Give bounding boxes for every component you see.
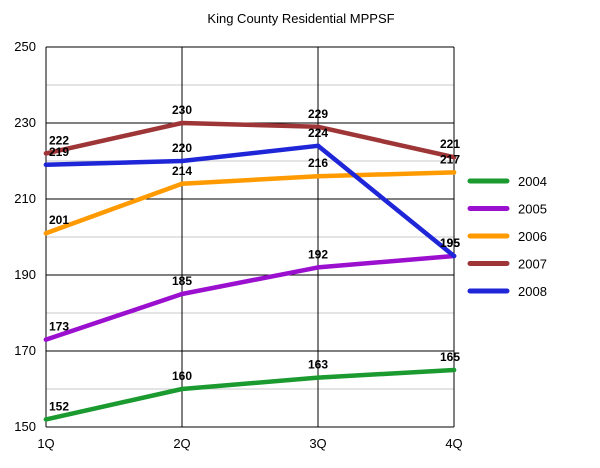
data-point	[43, 151, 49, 156]
data-point	[179, 181, 185, 187]
data-point	[179, 158, 185, 164]
data-label: 163	[308, 358, 328, 372]
data-label: 224	[308, 126, 328, 140]
data-point	[43, 162, 49, 168]
data-label: 222	[49, 133, 69, 147]
data-point	[315, 375, 321, 380]
series-line-2006	[43, 170, 457, 236]
data-point	[451, 154, 457, 160]
data-point	[451, 253, 457, 259]
data-label: 221	[440, 137, 460, 151]
y-tick-label: 190	[14, 267, 36, 282]
series-line-2005	[43, 253, 457, 342]
data-label: 220	[172, 141, 192, 155]
data-point	[43, 417, 49, 422]
data-label: 217	[440, 152, 460, 166]
data-label: 201	[49, 213, 69, 227]
legend-label: 2005	[518, 202, 547, 217]
chart-title: King County Residential MPPSF	[207, 11, 394, 26]
legend-label: 2004	[518, 174, 547, 189]
data-point	[315, 124, 321, 130]
y-tick-label: 250	[14, 39, 36, 54]
axes: 150 170 190 210 230 250 1Q 2Q 3Q 4Q	[14, 39, 462, 451]
data-label: 214	[172, 164, 192, 178]
data-point	[179, 386, 185, 392]
data-point	[179, 291, 185, 297]
series-lines	[43, 120, 457, 422]
series-line-2007	[43, 120, 457, 160]
legend-item-2005: 2005	[467, 202, 547, 217]
x-tick-label: 2Q	[173, 436, 190, 451]
y-tick-label: 230	[14, 115, 36, 130]
data-label: 216	[308, 156, 328, 170]
data-point	[315, 143, 321, 149]
x-tick-label: 1Q	[37, 436, 54, 451]
data-point	[179, 120, 185, 126]
data-point	[315, 265, 321, 270]
data-point	[43, 230, 49, 236]
data-label: 173	[49, 320, 69, 334]
y-tick-label: 150	[14, 419, 36, 434]
legend-label: 2006	[518, 229, 547, 244]
data-label: 185	[172, 274, 192, 288]
data-label: 160	[172, 369, 192, 383]
data-point	[315, 173, 321, 179]
legend-item-2006: 2006	[467, 229, 547, 244]
data-label: 230	[172, 103, 192, 117]
legend-item-2008: 2008	[467, 284, 547, 299]
data-point	[43, 337, 49, 342]
series-line-2008	[43, 143, 457, 259]
data-point	[451, 367, 457, 373]
data-label: 229	[308, 107, 328, 121]
data-point	[451, 170, 457, 175]
legend: 2004 2005 2006 2007 2008	[467, 174, 547, 299]
data-label: 195	[440, 236, 460, 250]
legend-item-2004: 2004	[467, 174, 547, 189]
data-label: 165	[440, 350, 460, 364]
data-label: 192	[308, 247, 328, 261]
data-label: 219	[49, 145, 69, 159]
x-tick-label: 4Q	[445, 436, 462, 451]
legend-label: 2007	[518, 257, 547, 272]
data-label: 195	[440, 236, 460, 250]
legend-label: 2008	[518, 284, 547, 299]
y-tick-label: 210	[14, 191, 36, 206]
grid	[45, 46, 455, 428]
data-label: 152	[49, 399, 69, 413]
y-tick-label: 170	[14, 343, 36, 358]
series-line-2004	[43, 367, 457, 422]
legend-item-2007: 2007	[467, 257, 547, 272]
x-tick-label: 3Q	[309, 436, 326, 451]
